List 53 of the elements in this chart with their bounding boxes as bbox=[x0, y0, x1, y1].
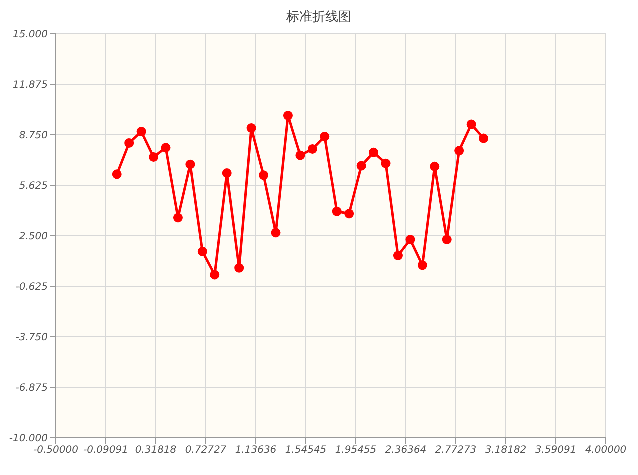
y-tick-label: 5.625 bbox=[19, 181, 48, 192]
x-tick-label: 2.77273 bbox=[435, 445, 477, 456]
y-tick-label: -0.625 bbox=[16, 282, 48, 294]
x-tick-label: 4.00000 bbox=[585, 445, 627, 456]
point bbox=[234, 263, 244, 273]
point bbox=[161, 143, 171, 153]
point bbox=[442, 234, 452, 244]
point bbox=[149, 152, 159, 162]
y-tick-label: -6.875 bbox=[16, 383, 48, 394]
point bbox=[112, 170, 122, 180]
point bbox=[296, 150, 306, 160]
point bbox=[283, 111, 293, 121]
y-tick-label: -3.750 bbox=[16, 332, 48, 344]
x-tick-label: 2.36364 bbox=[385, 445, 427, 456]
point bbox=[454, 146, 464, 156]
point bbox=[418, 260, 428, 270]
point bbox=[320, 132, 330, 142]
point bbox=[246, 123, 256, 133]
point bbox=[173, 213, 183, 223]
point bbox=[356, 161, 366, 171]
y-tick-label: 8.750 bbox=[19, 130, 48, 142]
point bbox=[222, 168, 232, 178]
x-tick-label: 0.31818 bbox=[135, 445, 177, 456]
point bbox=[344, 209, 354, 219]
point bbox=[271, 228, 281, 238]
point bbox=[369, 148, 379, 158]
point bbox=[136, 127, 146, 137]
point bbox=[381, 158, 391, 168]
point bbox=[198, 246, 208, 256]
point bbox=[308, 144, 318, 154]
chart-title: 标准折线图 bbox=[286, 9, 352, 27]
x-tick-label: 0.72727 bbox=[185, 445, 228, 456]
y-tick-label: 2.500 bbox=[19, 232, 48, 243]
x-tick-label: 3.18182 bbox=[485, 445, 527, 456]
point bbox=[406, 234, 416, 244]
point bbox=[479, 134, 489, 144]
point bbox=[430, 162, 440, 172]
point bbox=[124, 138, 134, 148]
x-tick-label: 3.59091 bbox=[535, 445, 577, 456]
x-tick-label: 1.54545 bbox=[285, 445, 327, 456]
point bbox=[332, 206, 342, 216]
y-tick-label: 11.875 bbox=[13, 80, 48, 92]
x-tick-label: 1.13636 bbox=[235, 445, 277, 456]
y-tick-label: 15.000 bbox=[13, 30, 48, 41]
x-tick-label: -0.50000 bbox=[34, 445, 78, 456]
point bbox=[466, 120, 476, 130]
y-tick-label: -10.000 bbox=[9, 434, 48, 445]
x-tick-label: -0.09091 bbox=[84, 445, 128, 456]
point bbox=[259, 170, 269, 180]
point bbox=[186, 160, 196, 170]
point bbox=[210, 270, 220, 280]
x-tick-label: 1.95455 bbox=[335, 445, 377, 456]
point bbox=[393, 250, 403, 260]
